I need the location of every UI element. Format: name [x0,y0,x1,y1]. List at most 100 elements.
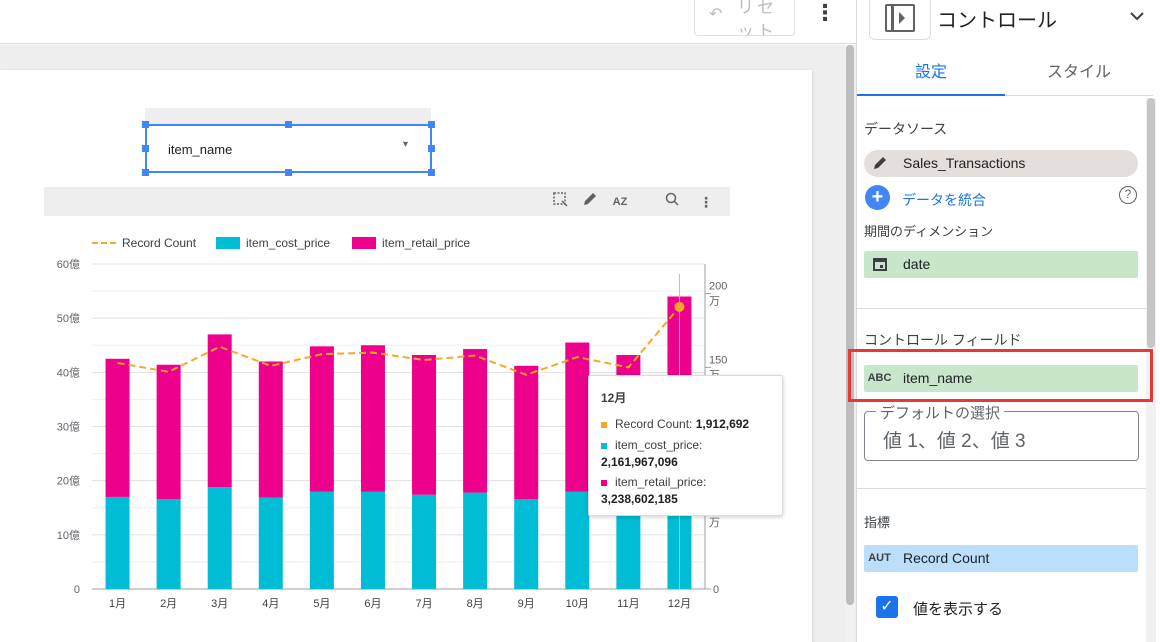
control-field-name: item_name [903,370,973,386]
blend-data-link[interactable]: データを統合 [902,192,986,208]
bar-cost [309,491,334,589]
dropdown-arrow-icon[interactable]: ▾ [403,139,409,150]
resize-handle-bm[interactable] [285,169,292,176]
metric-chip[interactable]: AUT Record Count [864,545,1138,572]
legend-record-count: Record Count [122,236,197,250]
help-icon[interactable]: ? [1119,186,1137,204]
divider [857,488,1146,489]
y-left-tick-label: 30億 [57,421,80,434]
panel-header: コントロール [857,0,1160,50]
cost-label: item_cost_price: [615,438,703,452]
reset-label: リセット [737,0,777,36]
bar-cost [514,499,539,589]
line-point-highlight [674,301,685,312]
pencil-icon[interactable] [864,150,895,177]
date-field-name: date [903,256,931,272]
resize-handle-tr[interactable] [428,121,435,128]
select-area-icon[interactable] [549,191,571,213]
properties-panel: コントロール 設定 スタイル データソース Sales_Transactions… [856,0,1160,642]
dropdown-control-value: item_name [168,142,233,157]
bar-cost [258,497,283,589]
bar-retail [412,355,437,495]
datasource-name: Sales_Transactions [903,155,1026,171]
datasource-heading: データソース [864,121,948,137]
x-tick-label: 12月 [668,598,691,610]
y-left-tick-label: 60億 [57,258,80,271]
date-dimension-chip[interactable]: date [864,251,1138,278]
zoom-icon[interactable] [661,191,683,213]
control-field-heading: コントロール フィールド [864,332,1022,348]
tooltip-record-count: Record Count: 1,912,692 [601,416,781,433]
bar-retail [207,334,232,488]
control-header [145,108,431,124]
bar-cost [360,491,385,589]
bar-cost [156,499,181,589]
bar-cost [105,496,130,589]
datasource-chip[interactable]: Sales_Transactions [864,150,1138,177]
bar-retail [258,361,283,498]
bar-retail [105,358,130,497]
retail-value: 3,238,602,185 [601,492,678,506]
canvas-scrollbar[interactable] [846,45,854,605]
legend-cost: item_cost_price [246,236,330,250]
more-vert-icon[interactable]: ⋮ [814,0,836,25]
resize-handle-br[interactable] [428,169,435,176]
y-left-tick-label: 10億 [57,529,80,542]
cost-swatch [601,442,607,449]
resize-handle-tm[interactable] [285,121,292,128]
resize-handle-bl[interactable] [142,169,149,176]
x-tick-label: 4月 [262,598,279,610]
record-count-label: Record Count: [615,417,693,431]
bar-retail [514,365,539,500]
x-tick-label: 5月 [313,598,330,610]
default-selection-label: デフォルトの選択 [876,402,1005,423]
chevron-down-icon[interactable] [1128,4,1146,33]
show-values-label: 値を表示する [913,601,1004,618]
tooltip-month: 12月 [601,391,627,405]
report-toolbar: ↶ リセット ⋮ [0,0,856,44]
y-left-tick-label: 40億 [57,366,80,379]
retail-label: item_retail_price: [615,475,707,489]
y-left-tick-label: 0 [74,584,80,596]
bar-retail [156,364,181,500]
control-type-icon[interactable] [869,0,931,40]
y-left-tick-label: 20億 [57,475,80,488]
tooltip-retail: item_retail_price: 3,238,602,185 [601,474,781,508]
x-tick-label: 9月 [518,598,535,610]
tooltip-cost: item_cost_price: 2,161,967,096 [601,437,781,471]
line-record-count [117,306,681,376]
y-right-tick-label: 0 [713,584,719,596]
chart-more-icon[interactable]: ⋮ [699,194,713,210]
sort-az-icon[interactable]: AZ [612,196,628,208]
bar-cost [463,492,488,589]
panel-title: コントロール [937,10,1057,32]
date-dimension-heading: 期間のディメンション [864,224,994,239]
show-values-checkbox[interactable]: ✓ [876,596,898,618]
cost-value: 2,161,967,096 [601,455,678,469]
default-selection-placeholder: 値 1、値 2、値 3 [883,431,1026,452]
y-right-tick-unit: 万 [709,517,720,529]
control-field-chip[interactable]: ABC item_name [864,365,1138,392]
record-count-value: 1,912,692 [695,417,750,431]
reset-button[interactable]: ↶ リセット [694,0,795,36]
resize-handle-mr[interactable] [428,145,435,152]
x-tick-label: 8月 [467,598,484,610]
x-tick-label: 2月 [160,598,177,610]
bar-retail [565,342,590,492]
resize-handle-ml[interactable] [142,145,149,152]
calendar-icon [864,251,895,278]
metric-name: Record Count [903,550,990,566]
bar-cost [565,491,590,589]
bar-retail [360,345,385,492]
edit-pencil-icon[interactable] [579,191,601,213]
highlight-annotation-box [848,349,1153,402]
x-tick-label: 1月 [109,598,126,610]
resize-handle-tl[interactable] [142,121,149,128]
panel-scrollbar[interactable] [1147,98,1155,348]
x-tick-label: 6月 [364,598,381,610]
record-count-swatch [601,421,607,428]
tab-style[interactable]: スタイル [1005,52,1153,96]
add-icon[interactable]: + [865,185,890,210]
tab-setup[interactable]: 設定 [857,52,1005,96]
dropdown-control[interactable]: item_name ▾ [145,124,432,173]
